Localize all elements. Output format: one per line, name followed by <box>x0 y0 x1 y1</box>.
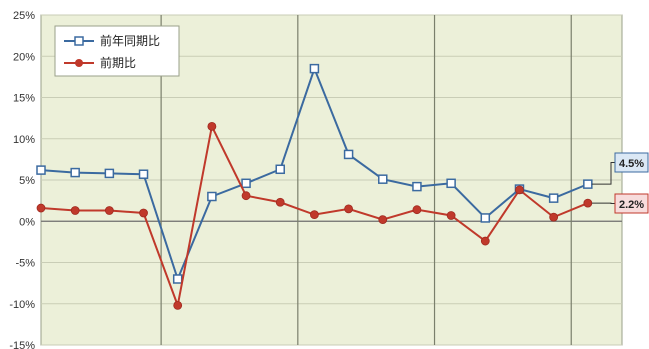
y-tick-label: 0% <box>19 216 35 228</box>
y-tick-label: 15% <box>13 93 35 105</box>
data-point <box>344 204 353 214</box>
data-point <box>172 274 183 284</box>
y-tick-label: 10% <box>13 134 35 146</box>
data-point <box>583 198 593 208</box>
data-point <box>446 178 456 189</box>
callout-box <box>614 152 649 173</box>
y-tick-label: -15% <box>9 340 35 349</box>
callouts: 4.5% 2.2% <box>591 152 649 214</box>
data-point <box>378 174 388 184</box>
legend-label: 前期比 <box>100 55 136 70</box>
data-point <box>70 206 80 215</box>
y-tick-label: 5% <box>19 175 35 187</box>
data-point <box>549 212 559 222</box>
data-point <box>412 181 422 192</box>
data-point <box>515 185 524 195</box>
y-tick-label: 25% <box>13 10 35 22</box>
callout-leader <box>591 162 615 185</box>
data-point <box>207 121 217 131</box>
data-point <box>104 168 115 179</box>
y-tick-label: -10% <box>9 299 35 311</box>
data-point <box>207 191 217 202</box>
callout-label: 2.2% <box>619 199 644 211</box>
data-point <box>104 206 114 215</box>
data-point <box>548 193 559 203</box>
data-point <box>241 178 251 189</box>
data-point <box>378 215 388 225</box>
y-axis-ticks: 25% 20% 15% 10% 5% 0% -5% -10% -15% <box>9 10 35 349</box>
legend-marker <box>75 59 83 67</box>
y-tick-label: -5% <box>15 258 35 270</box>
callout-label: 4.5% <box>619 158 644 170</box>
legend-box <box>54 25 180 77</box>
data-point <box>36 203 46 213</box>
data-point <box>310 210 319 220</box>
legend-marker <box>74 36 84 46</box>
data-point <box>480 236 490 246</box>
data-point <box>583 179 593 189</box>
data-point <box>446 211 456 220</box>
data-point <box>173 300 183 310</box>
data-point <box>138 169 149 179</box>
legend-label: 前年同期比 <box>100 33 160 48</box>
data-point <box>309 63 320 74</box>
data-point <box>36 165 46 175</box>
data-point <box>139 208 148 218</box>
series-qoq <box>36 121 593 310</box>
data-point <box>275 197 285 207</box>
series-layer <box>36 63 593 310</box>
data-point <box>70 167 80 178</box>
y-tick-label: 20% <box>13 51 35 63</box>
data-point <box>480 213 491 223</box>
callout-box <box>614 193 649 214</box>
data-point <box>343 149 354 160</box>
data-point <box>412 205 422 215</box>
data-point <box>275 164 285 175</box>
data-point <box>241 191 251 201</box>
